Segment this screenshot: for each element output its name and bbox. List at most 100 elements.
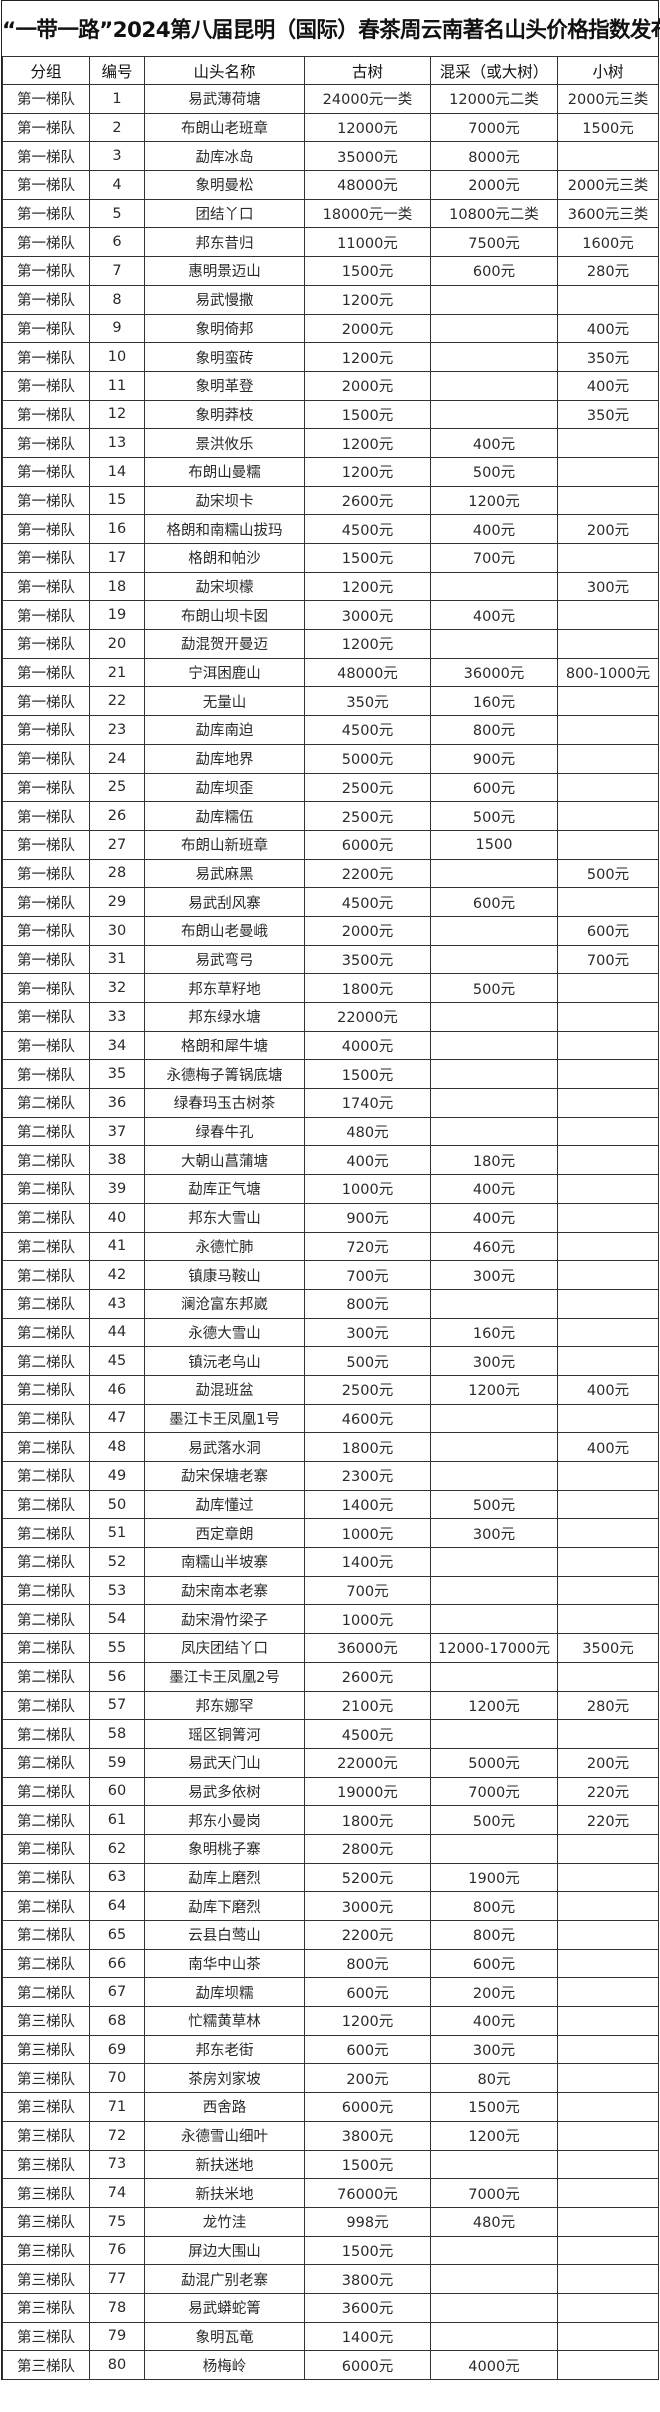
table-row: 第二梯队 53 勐宋南本老寨 700元 bbox=[2, 1575, 659, 1606]
cell-small-tree-price: 350元 bbox=[557, 342, 659, 372]
cell-number: 18 bbox=[89, 571, 145, 602]
cell-ancient-tree-price: 800元 bbox=[304, 1288, 431, 1319]
cell-number: 80 bbox=[89, 2350, 145, 2380]
cell-ancient-tree-price: 600元 bbox=[304, 2034, 431, 2065]
cell-number: 57 bbox=[89, 1690, 145, 1721]
table-row: 第二梯队 59 易武天门山 22000元 5000元 200元 bbox=[2, 1747, 659, 1778]
cell-ancient-tree-price: 3800元 bbox=[304, 2120, 431, 2151]
cell-group: 第三梯队 bbox=[2, 2120, 90, 2151]
cell-mountain-name: 勐库南迫 bbox=[144, 715, 305, 745]
cell-ancient-tree-price: 6000元 bbox=[304, 2350, 431, 2380]
cell-mixed-price: 8000元 bbox=[430, 141, 558, 172]
cell-number: 1 bbox=[89, 84, 145, 114]
cell-ancient-tree-price: 1500元 bbox=[304, 399, 431, 430]
cell-mountain-name: 象明曼松 bbox=[144, 170, 305, 200]
cell-ancient-tree-price: 4600元 bbox=[304, 1403, 431, 1434]
cell-mixed-price bbox=[430, 1288, 558, 1319]
cell-mountain-name: 忙糯黄草林 bbox=[144, 2006, 305, 2036]
cell-number: 68 bbox=[89, 2006, 145, 2036]
cell-number: 78 bbox=[89, 2292, 145, 2323]
cell-ancient-tree-price: 76000元 bbox=[304, 2178, 431, 2208]
cell-ancient-tree-price: 2500元 bbox=[304, 1374, 431, 1405]
cell-group: 第二梯队 bbox=[2, 1805, 90, 1835]
cell-mountain-name: 象明蛮砖 bbox=[144, 342, 305, 372]
table-row: 第一梯队 1 易武薄荷塘 24000元一类 12000元二类 2000元三类 bbox=[2, 84, 659, 114]
cell-group: 第二梯队 bbox=[2, 1346, 90, 1376]
table-row: 第二梯队 43 澜沧富东邦崴 800元 bbox=[2, 1288, 659, 1319]
cell-mountain-name: 新扶迷地 bbox=[144, 2149, 305, 2180]
cell-group: 第一梯队 bbox=[2, 428, 90, 458]
cell-number: 20 bbox=[89, 629, 145, 659]
cell-small-tree-price bbox=[557, 1518, 659, 1549]
cell-mixed-price bbox=[430, 915, 558, 946]
cell-small-tree-price: 2000元三类 bbox=[557, 84, 659, 114]
cell-mountain-name: 南糯山半坡寨 bbox=[144, 1547, 305, 1577]
cell-small-tree-price bbox=[557, 1461, 659, 1491]
cell-group: 第一梯队 bbox=[2, 543, 90, 573]
cell-number: 51 bbox=[89, 1518, 145, 1549]
cell-ancient-tree-price: 1200元 bbox=[304, 284, 431, 315]
cell-mixed-price: 300元 bbox=[430, 2034, 558, 2065]
cell-mixed-price bbox=[430, 1604, 558, 1635]
cell-mountain-name: 勐混贺开曼迈 bbox=[144, 629, 305, 659]
cell-group: 第一梯队 bbox=[2, 772, 90, 803]
cell-ancient-tree-price: 3800元 bbox=[304, 2264, 431, 2294]
cell-mountain-name: 勐宋南本老寨 bbox=[144, 1575, 305, 1606]
cell-ancient-tree-price: 1500元 bbox=[304, 256, 431, 286]
cell-mountain-name: 格朗和犀牛塘 bbox=[144, 1030, 305, 1061]
cell-small-tree-price bbox=[557, 1833, 659, 1864]
cell-small-tree-price bbox=[557, 887, 659, 917]
cell-mixed-price: 400元 bbox=[430, 428, 558, 458]
cell-mixed-price: 7000元 bbox=[430, 2178, 558, 2208]
table-row: 第一梯队 5 团结丫口 18000元一类 10800元二类 3600元三类 bbox=[2, 198, 659, 229]
cell-group: 第二梯队 bbox=[2, 1088, 90, 1118]
cell-ancient-tree-price: 2500元 bbox=[304, 772, 431, 803]
cell-number: 31 bbox=[89, 944, 145, 975]
cell-mountain-name: 镇康马鞍山 bbox=[144, 1260, 305, 1290]
cell-number: 43 bbox=[89, 1288, 145, 1319]
cell-mountain-name: 易武麻黑 bbox=[144, 858, 305, 889]
cell-number: 46 bbox=[89, 1374, 145, 1405]
table-row: 第一梯队 29 易武刮风寨 4500元 600元 bbox=[2, 887, 659, 917]
cell-mountain-name: 永德忙肺 bbox=[144, 1231, 305, 1262]
cell-mixed-price bbox=[430, 1002, 558, 1032]
cell-group: 第一梯队 bbox=[2, 571, 90, 602]
cell-small-tree-price: 200元 bbox=[557, 1747, 659, 1778]
cell-ancient-tree-price: 2200元 bbox=[304, 1920, 431, 1950]
cell-ancient-tree-price: 700元 bbox=[304, 1575, 431, 1606]
table-row: 第一梯队 17 格朗和帕沙 1500元 700元 bbox=[2, 543, 659, 573]
cell-group: 第三梯队 bbox=[2, 2006, 90, 2036]
cell-mixed-price bbox=[430, 1030, 558, 1061]
cell-number: 28 bbox=[89, 858, 145, 889]
cell-group: 第一梯队 bbox=[2, 686, 90, 717]
cell-number: 2 bbox=[89, 112, 145, 143]
cell-group: 第一梯队 bbox=[2, 743, 90, 774]
table-row: 第三梯队 80 杨梅岭 6000元 4000元 bbox=[2, 2350, 659, 2380]
cell-ancient-tree-price: 2200元 bbox=[304, 858, 431, 889]
cell-mixed-price bbox=[430, 571, 558, 602]
cell-mixed-price bbox=[430, 1432, 558, 1462]
cell-ancient-tree-price: 900元 bbox=[304, 1202, 431, 1233]
table-body: 第一梯队 1 易武薄荷塘 24000元一类 12000元二类 2000元三类 第一梯队 2 布朗… bbox=[2, 84, 659, 2380]
cell-mountain-name: 象明桃子寨 bbox=[144, 1833, 305, 1864]
cell-group: 第三梯队 bbox=[2, 2149, 90, 2180]
cell-group: 第一梯队 bbox=[2, 284, 90, 315]
cell-small-tree-price bbox=[557, 2149, 659, 2180]
cell-small-tree-price bbox=[557, 2292, 659, 2323]
cell-mountain-name: 邦东娜罕 bbox=[144, 1690, 305, 1721]
cell-number: 71 bbox=[89, 2092, 145, 2122]
table-row: 第一梯队 15 勐宋坝卡 2600元 1200元 bbox=[2, 485, 659, 516]
table-row: 第三梯队 75 龙竹洼 998元 480元 bbox=[2, 2206, 659, 2237]
cell-mountain-name: 凤庆团结丫口 bbox=[144, 1633, 305, 1663]
cell-mountain-name: 永德雪山细叶 bbox=[144, 2120, 305, 2151]
table-row: 第二梯队 38 大朝山菖蒲塘 400元 180元 bbox=[2, 1145, 659, 1176]
cell-ancient-tree-price: 1740元 bbox=[304, 1088, 431, 1118]
cell-ancient-tree-price: 300元 bbox=[304, 1317, 431, 1348]
cell-number: 24 bbox=[89, 743, 145, 774]
cell-small-tree-price bbox=[557, 1116, 659, 1147]
cell-mixed-price bbox=[430, 1088, 558, 1118]
table-row: 第一梯队 16 格朗和南糯山拔玛 4500元 400元 200元 bbox=[2, 514, 659, 544]
cell-small-tree-price: 300元 bbox=[557, 571, 659, 602]
cell-mixed-price bbox=[430, 2235, 558, 2266]
